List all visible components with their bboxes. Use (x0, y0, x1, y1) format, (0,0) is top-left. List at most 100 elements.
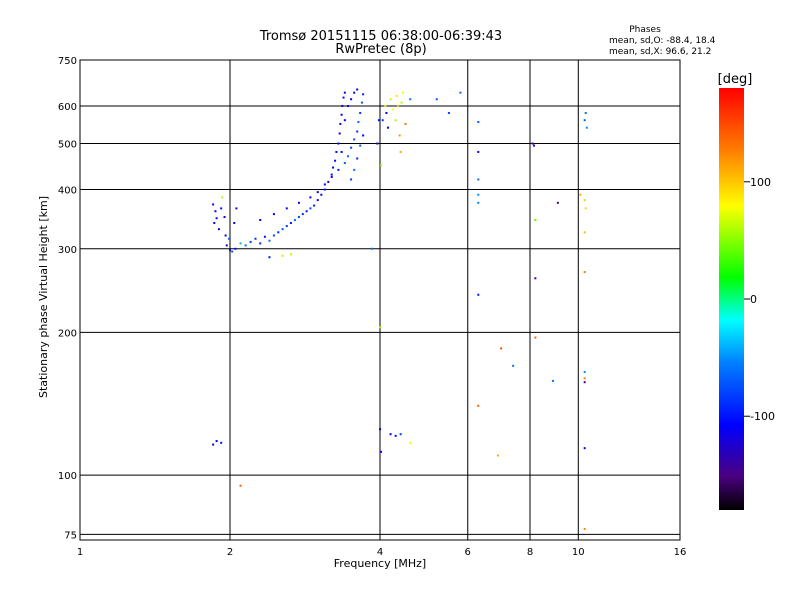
y-axis-ticks: 75 100 200 300 400 500 600 750 (58, 56, 77, 541)
data-point (531, 142, 534, 145)
data-point (477, 193, 480, 196)
data-point (579, 193, 582, 196)
data-point (477, 201, 480, 204)
data-point (395, 94, 398, 97)
data-point (231, 250, 234, 253)
data-point (343, 91, 346, 94)
x-tick-label: 1 (77, 547, 83, 558)
data-point (583, 381, 586, 384)
y-tick-label: 500 (58, 140, 77, 151)
data-point (385, 111, 388, 114)
data-point (556, 201, 559, 204)
chart-subtitle: RwPretec (8p) (335, 42, 426, 57)
y-tick-label: 75 (64, 530, 77, 541)
data-point (533, 144, 536, 147)
data-point (343, 119, 346, 122)
data-point (583, 231, 586, 234)
data-point (409, 98, 412, 101)
plot-frame (79, 59, 681, 541)
data-point (404, 122, 407, 125)
data-point (359, 111, 362, 114)
data-point (297, 216, 300, 219)
data-point (343, 161, 346, 164)
data-point (362, 134, 365, 137)
data-point (380, 450, 383, 453)
x-tick-label: 10 (572, 547, 585, 558)
data-point (281, 254, 284, 257)
data-point (357, 121, 360, 124)
data-point (277, 231, 280, 234)
data-point (305, 210, 308, 213)
data-point (227, 237, 230, 240)
x-tick-label: 8 (527, 547, 533, 558)
data-point (249, 241, 252, 244)
data-point (223, 216, 226, 219)
data-point (215, 217, 218, 220)
data-point (379, 428, 381, 431)
x-tick-label: 4 (377, 547, 383, 558)
data-point (398, 134, 401, 137)
data-point (402, 91, 405, 94)
data-points (212, 88, 588, 531)
data-point (512, 364, 515, 367)
data-point (340, 150, 343, 153)
data-point (477, 404, 480, 407)
data-point (346, 155, 349, 158)
data-point (297, 201, 300, 204)
data-point (259, 218, 262, 221)
data-point (301, 213, 304, 216)
phase-stats: Phases mean, sd,O: -88.4, 18.4 mean, sd,… (609, 25, 716, 57)
data-point (552, 379, 555, 382)
data-point (332, 166, 335, 169)
data-point (220, 207, 223, 210)
data-point (435, 98, 438, 101)
data-point (399, 433, 402, 436)
data-point (379, 326, 381, 329)
y-tick-label: 100 (58, 471, 77, 482)
chart-title: Tromsø 20151115 06:38:00-06:39:43 (259, 29, 502, 44)
data-point (353, 91, 356, 94)
data-point (534, 277, 537, 280)
y-tick-label: 750 (58, 56, 77, 67)
data-point (293, 218, 296, 221)
data-point (353, 168, 356, 171)
data-point (583, 377, 586, 380)
stats-line-o: mean, sd,O: -88.4, 18.4 (609, 36, 716, 46)
data-point (254, 237, 257, 240)
data-point (285, 207, 288, 210)
data-point (212, 203, 215, 206)
data-point (221, 196, 224, 199)
data-point (370, 247, 373, 250)
data-point (583, 370, 586, 373)
colorbar-label: [deg] (718, 72, 753, 87)
data-point (477, 293, 480, 296)
data-point (327, 180, 330, 183)
data-point (341, 104, 344, 107)
data-point (353, 138, 356, 141)
data-point (359, 144, 362, 147)
data-point (356, 157, 359, 160)
data-point (330, 173, 333, 176)
data-point (384, 104, 387, 107)
data-point (289, 222, 292, 225)
data-point (334, 159, 337, 162)
data-point (386, 126, 389, 129)
data-point (447, 111, 450, 114)
data-point (584, 207, 587, 210)
data-point (225, 244, 228, 247)
data-point (289, 253, 292, 256)
data-point (316, 191, 319, 194)
data-point (409, 441, 412, 444)
x-axis-ticks: 1 2 4 6 8 10 16 (77, 547, 687, 558)
y-axis-label: Stationary phase Virtual Height [km] (37, 196, 50, 398)
data-point (583, 447, 586, 450)
data-point (496, 454, 499, 457)
data-point (583, 528, 586, 531)
data-point (212, 443, 215, 446)
data-point (323, 183, 326, 186)
x-tick-label: 2 (227, 547, 233, 558)
grid-lines (80, 59, 680, 540)
data-point (585, 126, 588, 129)
data-point (389, 433, 392, 436)
data-point (239, 242, 242, 245)
